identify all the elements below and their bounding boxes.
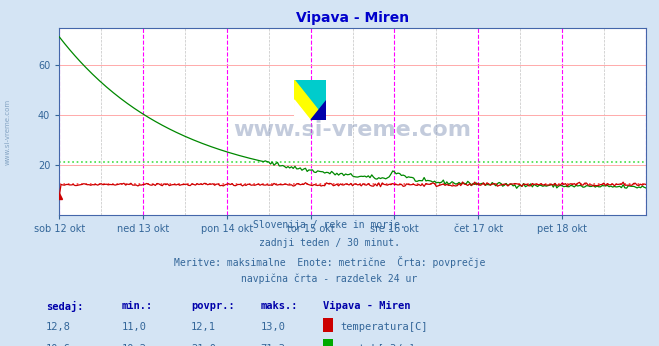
Text: 12,1: 12,1 bbox=[191, 322, 216, 333]
Text: Slovenija / reke in morje.: Slovenija / reke in morje. bbox=[253, 220, 406, 230]
Text: navpična črta - razdelek 24 ur: navpična črta - razdelek 24 ur bbox=[241, 274, 418, 284]
Text: zadnji teden / 30 minut.: zadnji teden / 30 minut. bbox=[259, 238, 400, 248]
Text: povpr.:: povpr.: bbox=[191, 301, 235, 311]
Text: 11,0: 11,0 bbox=[122, 322, 147, 333]
Title: Vipava - Miren: Vipava - Miren bbox=[296, 11, 409, 25]
Bar bbox=[294, 100, 310, 120]
Text: 10,6: 10,6 bbox=[46, 344, 71, 346]
Text: min.:: min.: bbox=[122, 301, 153, 311]
Text: pretok[m3/s]: pretok[m3/s] bbox=[340, 344, 415, 346]
Polygon shape bbox=[294, 80, 326, 120]
Text: 71,3: 71,3 bbox=[260, 344, 285, 346]
Polygon shape bbox=[310, 80, 326, 100]
Text: temperatura[C]: temperatura[C] bbox=[340, 322, 428, 333]
Text: 10,2: 10,2 bbox=[122, 344, 147, 346]
Polygon shape bbox=[310, 100, 326, 120]
Polygon shape bbox=[294, 80, 310, 100]
Text: Vipava - Miren: Vipava - Miren bbox=[323, 301, 411, 311]
Text: Meritve: maksimalne  Enote: metrične  Črta: povprečje: Meritve: maksimalne Enote: metrične Črta… bbox=[174, 256, 485, 268]
Polygon shape bbox=[294, 80, 326, 120]
Text: sedaj:: sedaj: bbox=[46, 301, 84, 312]
Bar bbox=[310, 100, 326, 120]
Polygon shape bbox=[294, 100, 310, 120]
Text: www.si-vreme.com: www.si-vreme.com bbox=[233, 120, 472, 140]
Text: 12,8: 12,8 bbox=[46, 322, 71, 333]
Text: 21,0: 21,0 bbox=[191, 344, 216, 346]
Bar bbox=[294, 80, 310, 100]
Text: maks.:: maks.: bbox=[260, 301, 298, 311]
Text: www.si-vreme.com: www.si-vreme.com bbox=[5, 98, 11, 165]
Text: 13,0: 13,0 bbox=[260, 322, 285, 333]
Bar bbox=[310, 80, 326, 100]
